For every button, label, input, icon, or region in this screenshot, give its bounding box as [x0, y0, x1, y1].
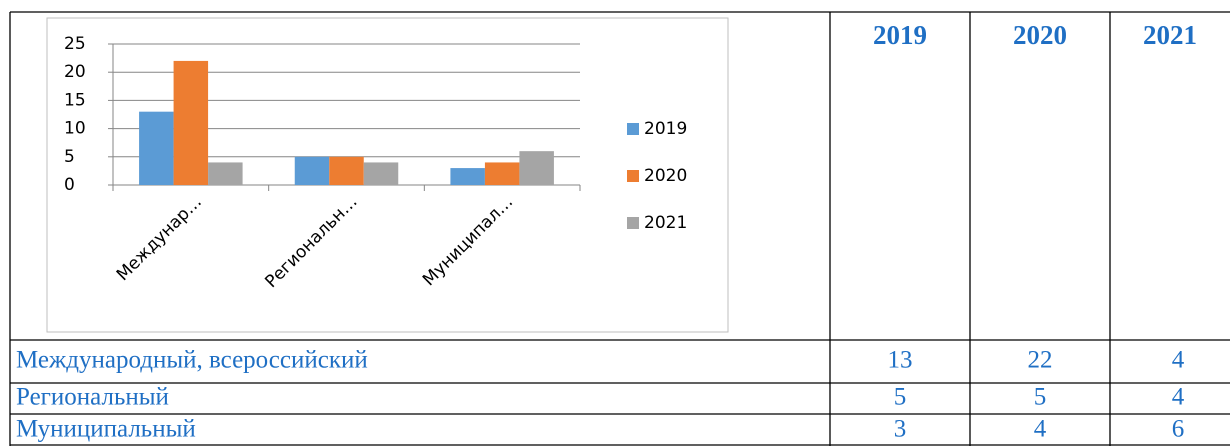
y-tick-label: 0 — [64, 175, 75, 195]
cell-value: 5 — [894, 384, 907, 411]
bar — [484, 162, 520, 185]
cell-value: 4 — [1172, 384, 1185, 411]
cell-value: 4 — [1172, 347, 1185, 374]
x-tick-label: Муниципал… — [419, 192, 517, 290]
legend-label: 2020 — [644, 166, 687, 186]
bar — [208, 162, 243, 185]
cell-value: 22 — [1028, 347, 1053, 374]
y-tick-label: 20 — [64, 62, 86, 82]
legend-swatch — [627, 123, 639, 135]
y-tick-label: 5 — [64, 147, 75, 167]
legend-label: 2019 — [644, 119, 687, 139]
bar — [519, 151, 554, 185]
x-tick-label: Междунар… — [113, 192, 206, 285]
cell-value: 6 — [1172, 416, 1185, 443]
table-lines — [9, 11, 1230, 446]
cell-value: 13 — [888, 347, 913, 374]
cell-value: 4 — [1034, 416, 1047, 443]
column-header: 2021 — [1143, 20, 1197, 50]
bar — [294, 156, 330, 185]
row-label: Международный, всероссийский — [16, 347, 368, 374]
cell-value: 3 — [894, 416, 907, 443]
bar — [139, 111, 174, 185]
cell-value: 5 — [1034, 384, 1047, 411]
bar — [173, 60, 209, 185]
legend-swatch — [627, 170, 639, 182]
column-header: 2020 — [1013, 20, 1067, 50]
y-tick-label: 10 — [64, 119, 86, 139]
bar — [450, 168, 485, 185]
y-tick-label: 25 — [64, 34, 86, 54]
legend-label: 2021 — [644, 213, 687, 233]
x-tick-label: Региональн… — [261, 192, 361, 292]
row-label: Муниципальный — [16, 416, 196, 443]
y-tick-label: 15 — [64, 90, 86, 110]
bar — [363, 162, 399, 185]
row-label: Региональный — [16, 384, 169, 411]
column-header: 2019 — [873, 20, 927, 50]
chart-frame — [46, 17, 729, 333]
bar — [329, 156, 364, 185]
legend-swatch — [627, 217, 639, 229]
